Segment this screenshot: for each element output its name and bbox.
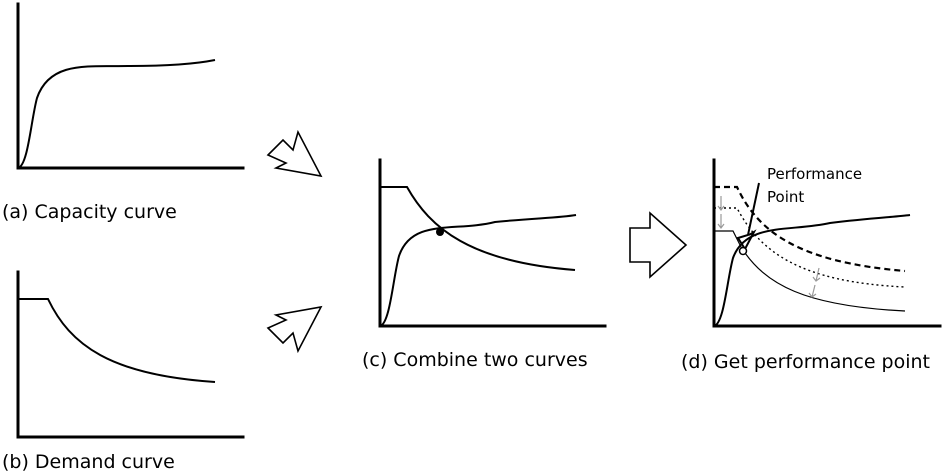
combined-demand-curve [380, 186, 576, 271]
arrow-c-to-d [629, 211, 688, 279]
performance-point [738, 246, 748, 256]
panel-a-capacity: (a) Capacity curve [2, 2, 245, 223]
caption-b: (b) Demand curve [2, 451, 175, 473]
panel-c-axes [378, 158, 607, 328]
caption-d: (d) Get performance point [681, 351, 930, 373]
performance-point-pointer [736, 182, 760, 251]
intersection-point [436, 228, 444, 236]
panel-a-axes [16, 2, 245, 170]
demand-curve-dashed [714, 185, 906, 273]
shift-arrow-2 [717, 214, 725, 229]
caption-a: (a) Capacity curve [2, 201, 177, 223]
shift-arrow-1 [717, 196, 725, 211]
shift-arrow-3 [812, 267, 821, 282]
annotation-line-2: Point [767, 188, 804, 206]
arrow-b-to-c [266, 305, 323, 354]
capacity-curve [17, 59, 216, 169]
panel-b-axes [16, 270, 245, 439]
shift-arrow-4 [808, 284, 817, 298]
panel-b-demand: (b) Demand curve [2, 270, 245, 473]
arrow-a-to-c [266, 129, 323, 178]
caption-c: (c) Combine two curves [362, 349, 588, 371]
combined-capacity-curve [379, 214, 577, 327]
panel-c-combined: (c) Combine two curves [362, 158, 607, 371]
annotation-line-1: Performance [767, 165, 862, 183]
capacity-curve-d [713, 214, 911, 327]
demand-curve [18, 298, 216, 383]
demand-curve-solid [714, 230, 906, 312]
panel-d-performance: Performance Point (d) Get performance po… [681, 158, 942, 373]
